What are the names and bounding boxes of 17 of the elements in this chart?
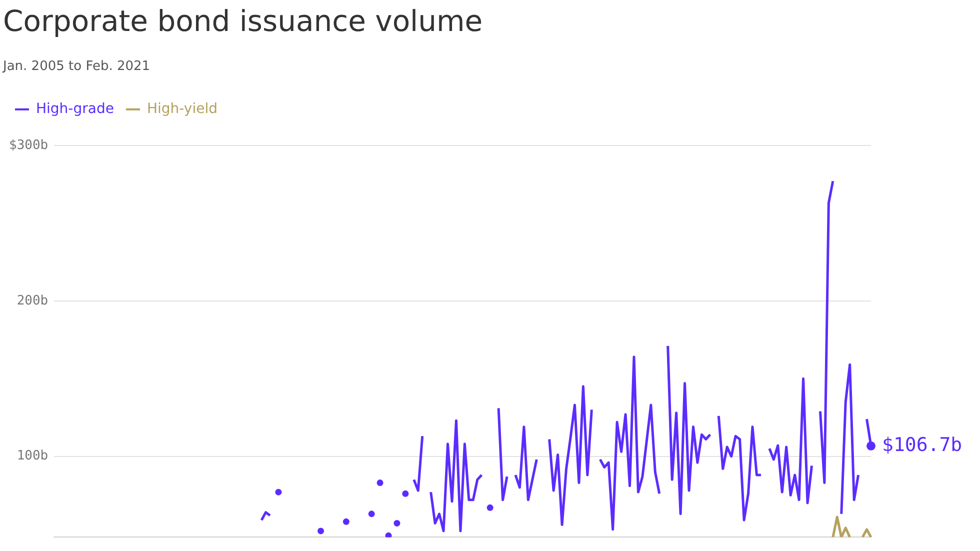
text: $106.7b [882, 434, 962, 456]
point [385, 532, 392, 538]
point [376, 480, 384, 486]
point [318, 528, 324, 534]
point [368, 510, 375, 518]
point [402, 490, 409, 497]
point [275, 488, 282, 496]
legend-label: High-yield [146, 101, 218, 118]
y-tick-label: 200b [16, 293, 48, 308]
point [342, 518, 350, 525]
legend-label: High-grade [36, 101, 114, 118]
point [394, 520, 400, 526]
y-tick-label: $300b [8, 138, 48, 153]
chart-title: Corporate bond issuance volume [3, 4, 483, 38]
chart-subtitle: Jan. 2005 to Feb. 2021 [2, 58, 150, 74]
point [486, 504, 494, 511]
y-tick-label: 100b [16, 448, 48, 464]
